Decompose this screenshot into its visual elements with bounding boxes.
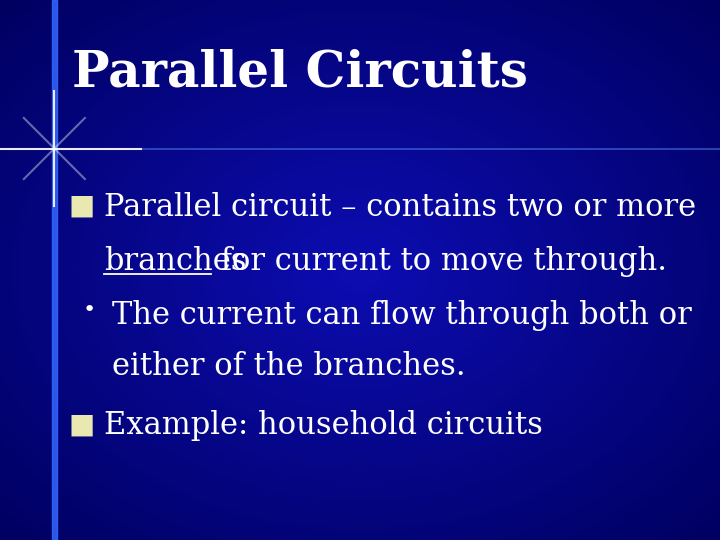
Text: either of the branches.: either of the branches.: [112, 351, 465, 382]
Text: for current to move through.: for current to move through.: [211, 246, 667, 276]
Text: The current can flow through both or: The current can flow through both or: [112, 300, 691, 330]
Text: ■: ■: [68, 192, 94, 220]
Text: Parallel Circuits: Parallel Circuits: [72, 49, 528, 98]
Text: •: •: [83, 300, 96, 320]
Text: Parallel circuit – contains two or more: Parallel circuit – contains two or more: [104, 192, 696, 222]
Text: ■: ■: [68, 410, 94, 438]
Text: Example: household circuits: Example: household circuits: [104, 410, 544, 441]
Text: branches: branches: [104, 246, 247, 276]
Bar: [52, 0, 57, 540]
